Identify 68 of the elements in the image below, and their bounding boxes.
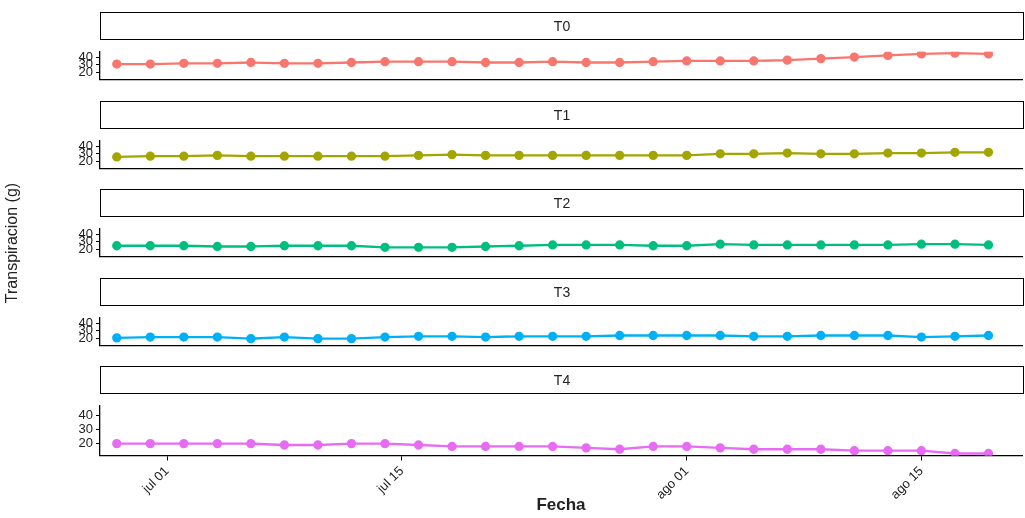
point [950, 51, 960, 58]
point [145, 438, 155, 449]
point [346, 438, 357, 449]
point [782, 444, 792, 454]
x-tick-label: jul 01 [138, 463, 172, 497]
chart-title: T1 [100, 100, 1024, 129]
y-tick-label: 30 [78, 421, 93, 437]
point [112, 59, 122, 69]
point [983, 448, 994, 456]
chart-title: T2 [100, 189, 1024, 217]
point [749, 56, 759, 66]
point [715, 56, 725, 66]
point [682, 441, 692, 452]
point [950, 448, 960, 456]
point [212, 58, 222, 68]
point [883, 51, 893, 61]
point [112, 438, 122, 449]
point [816, 53, 826, 64]
point [648, 57, 658, 67]
point [313, 440, 323, 450]
point [380, 57, 390, 67]
point [413, 57, 424, 67]
point [480, 441, 491, 452]
point [547, 441, 558, 452]
point [246, 57, 256, 68]
x-axis-title: Fecha [536, 495, 587, 515]
x-tick-label: jul 15 [373, 463, 407, 497]
point [212, 438, 222, 449]
point [547, 57, 558, 67]
point [682, 56, 692, 66]
point [380, 438, 390, 449]
point [615, 57, 625, 68]
point [615, 444, 625, 454]
chart-title: T0 [100, 12, 1024, 40]
point [749, 444, 759, 454]
point [916, 51, 927, 59]
point [983, 51, 994, 59]
point [413, 440, 424, 450]
point [179, 58, 189, 68]
point [849, 446, 860, 456]
point [883, 446, 893, 456]
x-tick-label: ago 01 [652, 463, 692, 502]
point [246, 438, 256, 449]
point [279, 58, 290, 68]
x-tick-label: ago 15 [887, 463, 927, 502]
point [916, 446, 927, 456]
point [782, 55, 792, 65]
point [849, 52, 860, 62]
point [816, 444, 826, 454]
point [447, 441, 457, 452]
point [581, 57, 591, 68]
point [145, 59, 155, 69]
point [179, 438, 189, 449]
point [447, 57, 457, 67]
point [346, 57, 357, 68]
chart-title: T4 [100, 366, 1024, 394]
y-tick-label: 20 [78, 435, 93, 451]
point [715, 443, 725, 453]
point [279, 440, 290, 450]
point [480, 57, 491, 68]
point [581, 443, 591, 453]
point [313, 58, 323, 68]
y-axis-title: Transpiracion (g) [2, 182, 21, 303]
point [514, 57, 524, 68]
y-tick-label: 40 [78, 406, 93, 422]
point [648, 441, 658, 452]
point [514, 441, 524, 452]
chart-title: T3 [100, 277, 1024, 306]
